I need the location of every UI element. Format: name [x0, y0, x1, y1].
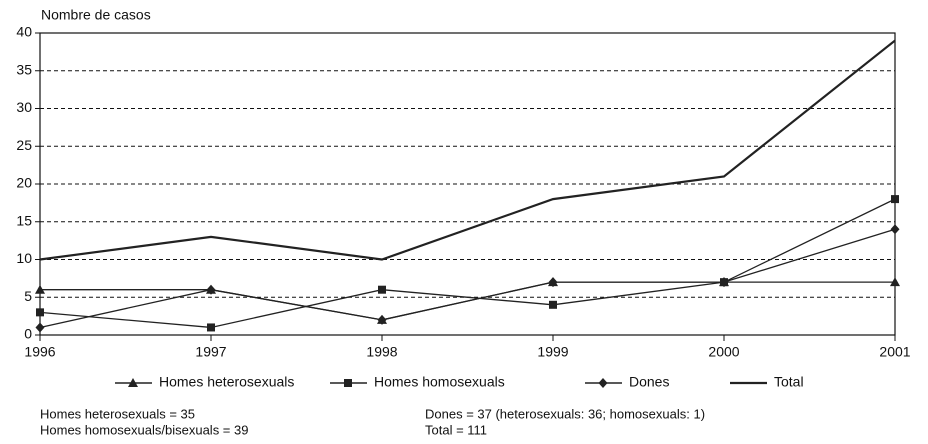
- marker: [377, 314, 387, 325]
- y-tick-label: 0: [24, 326, 32, 342]
- note: Homes homosexuals/bisexuals = 39: [40, 422, 248, 437]
- x-tick-label: 2000: [708, 344, 739, 360]
- legend-label: Homes homosexuals: [374, 374, 505, 390]
- marker: [128, 378, 138, 387]
- marker: [35, 322, 45, 333]
- marker: [344, 379, 352, 387]
- marker: [549, 300, 557, 309]
- marker: [598, 378, 608, 388]
- y-tick-label: 35: [16, 61, 32, 77]
- x-tick-label: 2001: [879, 344, 910, 360]
- x-tick-label: 1997: [195, 344, 226, 360]
- note: Total = 111: [425, 422, 487, 437]
- plot-frame: [39, 32, 896, 336]
- series-line: [39, 198, 896, 329]
- marker: [891, 195, 899, 204]
- note: Homes heterosexuals = 35: [40, 406, 195, 421]
- series-line: [39, 39, 896, 261]
- marker: [206, 284, 216, 295]
- marker: [548, 277, 558, 288]
- x-tick-label: 1996: [24, 344, 55, 360]
- legend-label: Dones: [629, 374, 669, 390]
- x-tick-label: 1998: [366, 344, 397, 360]
- y-axis-label: Nombre de casos: [41, 7, 151, 23]
- y-tick-label: 30: [16, 99, 32, 115]
- note: Dones = 37 (heterosexuals: 36; homosexua…: [425, 406, 705, 421]
- marker: [890, 224, 900, 235]
- marker: [207, 323, 215, 332]
- x-tick-label: 1999: [537, 344, 568, 360]
- marker: [890, 277, 900, 287]
- series-line: [39, 228, 896, 329]
- y-tick-label: 15: [16, 212, 32, 228]
- y-tick-label: 25: [16, 137, 32, 153]
- y-tick-label: 40: [16, 24, 32, 40]
- marker: [719, 277, 729, 288]
- marker: [378, 285, 386, 294]
- marker: [36, 308, 44, 317]
- y-tick-label: 20: [16, 175, 32, 191]
- legend-label: Homes heterosexuals: [159, 374, 294, 390]
- y-tick-label: 5: [24, 288, 32, 304]
- marker: [35, 284, 45, 294]
- y-tick-label: 10: [16, 250, 32, 266]
- legend-label: Total: [774, 374, 804, 390]
